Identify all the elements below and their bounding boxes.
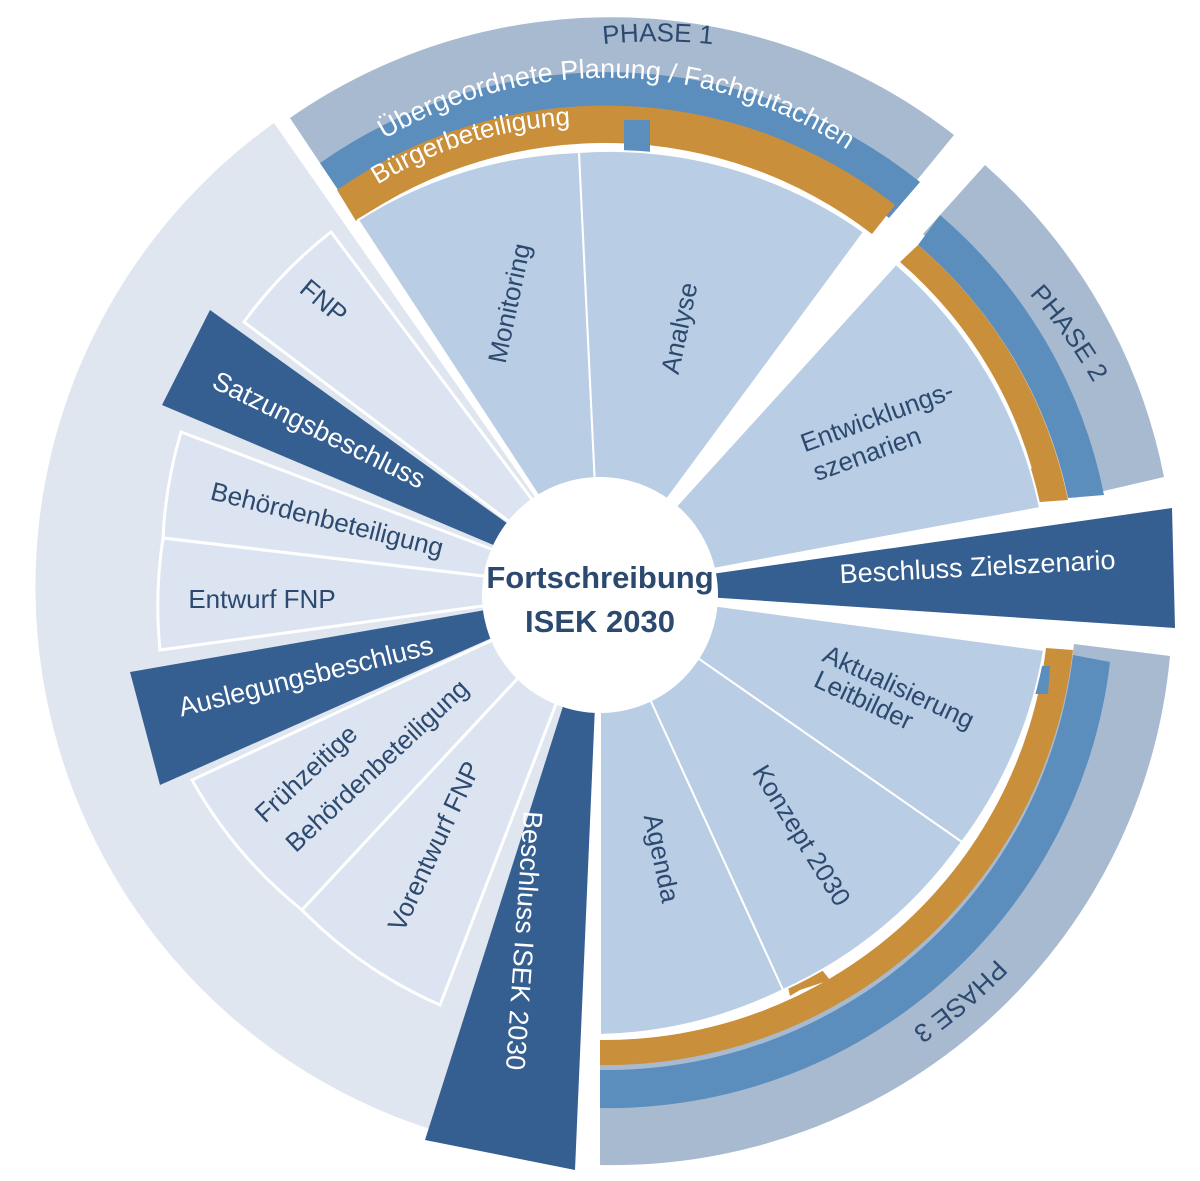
citizen-band-phase1 xyxy=(337,105,895,235)
citizen-band-phase3 xyxy=(600,648,1073,1066)
segment-entwurf-fnp xyxy=(156,536,601,652)
center-hub xyxy=(482,477,718,713)
decision-wedges xyxy=(130,310,1175,1170)
phase-1-label: PHASE 1 xyxy=(601,17,715,50)
wedge-auslegungsbeschluss xyxy=(130,590,600,785)
segment-fnp xyxy=(241,229,602,592)
wedge-zielszenario xyxy=(600,508,1175,628)
phase-2-band xyxy=(923,165,1164,498)
label-entwurf-fnp: Entwurf FNP xyxy=(188,584,335,614)
planning-band-phase1 xyxy=(320,72,920,218)
wedge-satzungsbeschluss xyxy=(162,310,600,590)
center-title-line2: ISEK 2030 xyxy=(525,604,675,639)
phase-3-band xyxy=(600,644,1170,1166)
segment-konzept xyxy=(597,587,964,992)
planning-band-phase3 xyxy=(600,655,1110,1109)
segment-vorentwurf-fnp xyxy=(299,588,602,1008)
segment-monitoring xyxy=(356,150,602,594)
citizen-band-phase2 xyxy=(900,245,1068,502)
segment-entwicklungsszenarien xyxy=(597,262,1042,592)
segment-analyse xyxy=(577,149,866,593)
phase-1-band xyxy=(290,17,954,207)
segment-leitbilder xyxy=(599,589,1046,844)
center-title-line1: Fortschreibung xyxy=(486,560,713,595)
isek-segments xyxy=(356,149,1046,1037)
wedge-isek xyxy=(425,590,600,1170)
planning-band-phase2 xyxy=(918,215,1104,498)
segment-fruehzeitige-beteiligung xyxy=(189,588,602,913)
